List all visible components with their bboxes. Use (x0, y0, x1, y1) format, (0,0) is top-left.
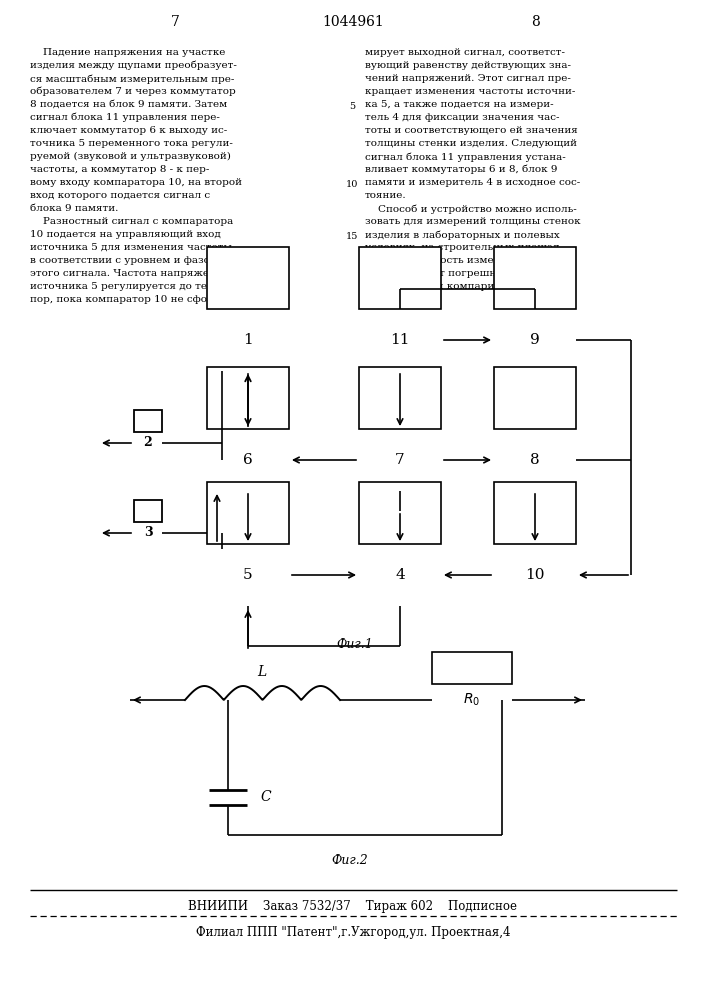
Text: 2: 2 (144, 436, 153, 450)
Text: 15: 15 (346, 232, 358, 241)
Text: 10: 10 (525, 568, 545, 582)
Text: сигнал блока 11 управления пере-: сигнал блока 11 управления пере- (30, 113, 220, 122)
Text: 5: 5 (349, 102, 355, 111)
Text: изделия между щупами преобразует-: изделия между щупами преобразует- (30, 61, 237, 70)
Text: 6: 6 (243, 453, 253, 467)
Text: 4: 4 (395, 568, 405, 582)
Text: L: L (257, 665, 267, 679)
Text: ся масштабным измерительным пре-: ся масштабным измерительным пре- (30, 74, 235, 84)
Text: Способ и устройство можно исполь-: Способ и устройство можно исполь- (365, 204, 577, 214)
Text: ка 5, а также подается на измери-: ка 5, а также подается на измери- (365, 100, 554, 109)
Text: блока 9 памяти.: блока 9 памяти. (30, 204, 118, 213)
Text: $R_0$: $R_0$ (463, 692, 481, 708)
Text: этого сигнала. Частота напряжения: этого сигнала. Частота напряжения (30, 269, 229, 278)
Text: 8: 8 (531, 15, 539, 29)
Text: 3: 3 (144, 526, 152, 540)
Text: Фиг.2: Фиг.2 (332, 854, 368, 867)
Text: тоты и соответствующего ей значения: тоты и соответствующего ей значения (365, 126, 578, 135)
Bar (359, 482, 441, 544)
Text: 1044961: 1044961 (322, 15, 384, 29)
Bar (359, 247, 441, 309)
Text: зовать для измерений толщины стенок: зовать для измерений толщины стенок (365, 217, 580, 226)
Bar (207, 247, 289, 309)
Text: ния частоты и компарирования сиг-: ния частоты и компарирования сиг- (365, 282, 564, 291)
Text: 9: 9 (530, 333, 540, 347)
Text: Разностный сигнал с компаратора: Разностный сигнал с компаратора (30, 217, 233, 226)
Text: в основном, от погрешностей измере-: в основном, от погрешностей измере- (365, 269, 573, 278)
Bar (134, 410, 162, 432)
Text: толщины стенки изделия. Следующий: толщины стенки изделия. Следующий (365, 139, 577, 148)
Text: 10 подается на управляющий вход: 10 подается на управляющий вход (30, 230, 221, 239)
Text: Фиг.1: Фиг.1 (337, 638, 373, 651)
Bar (207, 482, 289, 544)
Text: вому входу компаратора 10, на второй: вому входу компаратора 10, на второй (30, 178, 242, 187)
Bar (494, 482, 576, 544)
Text: вливает коммутаторы 6 и 8, блок 9: вливает коммутаторы 6 и 8, блок 9 (365, 165, 558, 174)
Text: 1: 1 (243, 333, 253, 347)
Text: 7: 7 (395, 453, 405, 467)
Text: чений напряжений. Этот сигнал пре-: чений напряжений. Этот сигнал пре- (365, 74, 571, 83)
Text: 11: 11 (390, 333, 410, 347)
Text: руемой (звуковой и ультразвуковой): руемой (звуковой и ультразвуковой) (30, 152, 231, 161)
Text: 7: 7 (170, 15, 180, 29)
Text: тояние.: тояние. (365, 191, 407, 200)
Text: образователем 7 и через коммутатор: образователем 7 и через коммутатор (30, 87, 235, 97)
Bar (432, 652, 512, 684)
Text: C: C (260, 790, 271, 804)
Text: изделия в лабораторных и полевых: изделия в лабораторных и полевых (365, 230, 560, 239)
Text: Падение напряжения на участке: Падение напряжения на участке (30, 48, 226, 57)
Bar (134, 500, 162, 522)
Text: в соответствии с уровнем и фазой: в соответствии с уровнем и фазой (30, 256, 217, 265)
Text: точника 5 переменного тока регули-: точника 5 переменного тока регули- (30, 139, 233, 148)
Text: частоты, а коммутатор 8 - к пер-: частоты, а коммутатор 8 - к пер- (30, 165, 209, 174)
Text: источника 5 для изменения частоты: источника 5 для изменения частоты (30, 243, 232, 252)
Text: 8 подается на блок 9 памяти. Затем: 8 подается на блок 9 памяти. Затем (30, 100, 227, 109)
Bar (359, 367, 441, 429)
Text: условиях, на строительных площад-: условиях, на строительных площад- (365, 243, 563, 252)
Text: ках. Погрешность измерений зависит,: ках. Погрешность измерений зависит, (365, 256, 576, 265)
Text: вующий равенству действующих зна-: вующий равенству действующих зна- (365, 61, 571, 70)
Text: 10: 10 (346, 180, 358, 189)
Bar (494, 247, 576, 309)
Text: кращает изменения частоты источни-: кращает изменения частоты источни- (365, 87, 575, 96)
Text: источника 5 регулируется до тех: источника 5 регулируется до тех (30, 282, 213, 291)
Text: 5: 5 (243, 568, 253, 582)
Text: ключает коммутатор 6 к выходу ис-: ключает коммутатор 6 к выходу ис- (30, 126, 227, 135)
Text: налов.: налов. (365, 295, 400, 304)
Text: тель 4 для фиксации значения час-: тель 4 для фиксации значения час- (365, 113, 559, 122)
Text: 8: 8 (530, 453, 540, 467)
Text: пор, пока компаратор 10 не сфор-: пор, пока компаратор 10 не сфор- (30, 295, 217, 304)
Text: Филиал ППП "Патент",г.Ужгород,ул. Проектная,4: Филиал ППП "Патент",г.Ужгород,ул. Проект… (196, 926, 510, 939)
Text: сигнал блока 11 управления устана-: сигнал блока 11 управления устана- (365, 152, 566, 161)
Text: ВНИИПИ    Заказ 7532/37    Тираж 602    Подписное: ВНИИПИ Заказ 7532/37 Тираж 602 Подписное (189, 900, 518, 913)
Text: мирует выходной сигнал, соответст-: мирует выходной сигнал, соответст- (365, 48, 565, 57)
Text: памяти и измеритель 4 в исходное сос-: памяти и измеритель 4 в исходное сос- (365, 178, 580, 187)
Bar (207, 367, 289, 429)
Bar (494, 367, 576, 429)
Text: вход которого подается сигнал с: вход которого подается сигнал с (30, 191, 210, 200)
